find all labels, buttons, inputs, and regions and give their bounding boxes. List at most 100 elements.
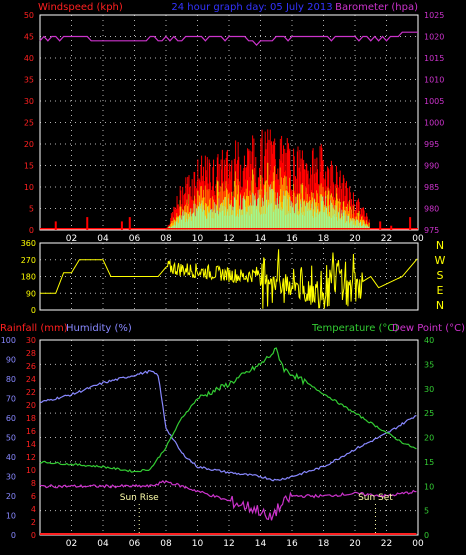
rainfall-label: Rainfall (mm) xyxy=(0,323,68,334)
time-tick-label: 16 xyxy=(286,234,298,244)
time-tick-label: 22 xyxy=(381,539,392,549)
barometer-tick-label: 975 xyxy=(424,226,439,235)
barometer-tick-label: 995 xyxy=(424,140,439,149)
rainfall-tick-label: 6 xyxy=(31,492,36,501)
windspeed-tick-label: 50 xyxy=(24,11,34,20)
temperature-line xyxy=(39,347,417,473)
time-tick-label: 06 xyxy=(129,539,141,549)
windspeed-tick-label: 30 xyxy=(24,97,34,106)
temperature-tick-label: 10 xyxy=(424,482,434,491)
windspeed-tick-label: 15 xyxy=(24,162,34,171)
time-tick-label: 20 xyxy=(349,539,361,549)
barometer-tick-label: 1010 xyxy=(424,76,444,85)
humidity-tick-label: 70 xyxy=(6,395,16,404)
barometer-tick-label: 1005 xyxy=(424,97,444,106)
rainfall-tick-label: 16 xyxy=(26,427,36,436)
humidity-tick-label: 20 xyxy=(6,492,16,501)
time-tick-label: 04 xyxy=(97,234,109,244)
rainfall-tick-label: 0 xyxy=(31,531,36,540)
compass-w: W xyxy=(435,254,446,267)
compass-labels: N W S E N xyxy=(435,239,446,312)
rainfall-tick-label: 26 xyxy=(26,362,36,371)
humidity-label: Humidity (%) xyxy=(66,323,132,334)
humidity-tick-label: 50 xyxy=(6,434,16,443)
windspeed-tick-label: 20 xyxy=(24,140,34,149)
direction-tick-label: 270 xyxy=(21,256,36,265)
time-tick-label: 08 xyxy=(160,234,172,244)
wind-series xyxy=(39,31,418,230)
windspeed-tick-label: 0 xyxy=(29,226,34,235)
time-tick-label: 22 xyxy=(381,234,392,244)
rainfall-tick-label: 28 xyxy=(26,349,36,358)
barometer-tick-label: 1020 xyxy=(424,33,444,42)
sun-set-label: Sun Set xyxy=(358,493,393,503)
barometer-tick-label: 1025 xyxy=(424,11,444,20)
rainfall-tick-label: 18 xyxy=(26,414,36,423)
dew-point-line xyxy=(39,479,417,521)
barometer-axis-title: Barometer (hpa) xyxy=(335,2,418,13)
windspeed-tick-label: 35 xyxy=(24,76,34,85)
humidity-tick-label: 80 xyxy=(6,375,16,384)
windspeed-axis-title: Windspeed (kph) xyxy=(38,2,123,13)
rainfall-tick-label: 24 xyxy=(26,375,36,384)
temperature-tick-label: 15 xyxy=(424,458,434,467)
rainfall-tick-label: 12 xyxy=(26,453,36,462)
compass-e: E xyxy=(437,284,444,297)
barometer-tick-label: 1015 xyxy=(424,54,444,63)
windspeed-tick-label: 5 xyxy=(29,205,34,214)
direction-tick-label: 0 xyxy=(31,306,36,315)
time-tick-label: 16 xyxy=(286,539,298,549)
time-tick-label: 00 xyxy=(412,539,424,549)
time-tick-label: 10 xyxy=(192,539,204,549)
temperature-tick-label: 20 xyxy=(424,434,434,443)
time-tick-label: 18 xyxy=(318,539,330,549)
temperature-tick-label: 40 xyxy=(424,336,434,345)
temperature-tick-label: 5 xyxy=(424,507,429,516)
temperature-tick-label: 35 xyxy=(424,360,434,369)
direction-tick-label: 360 xyxy=(21,239,36,248)
time-tick-label: 12 xyxy=(223,539,234,549)
windspeed-tick-label: 40 xyxy=(24,54,34,63)
time-tick-label: 10 xyxy=(192,234,204,244)
direction-series xyxy=(40,249,418,309)
barometer-tick-label: 1000 xyxy=(424,119,444,128)
chart-date-title: 24 hour graph day: 05 July 2013 xyxy=(171,2,332,13)
time-tick-label: 12 xyxy=(223,234,234,244)
temperature-series xyxy=(39,347,417,535)
barometer-tick-label: 980 xyxy=(424,205,439,214)
rainfall-tick-label: 8 xyxy=(31,479,36,488)
dew-point-label: Dew Point (°C) xyxy=(392,323,465,334)
humidity-tick-label: 40 xyxy=(6,453,16,462)
rainfall-tick-label: 4 xyxy=(31,505,36,514)
rainfall-tick-label: 2 xyxy=(31,518,36,527)
temperature-tick-label: 30 xyxy=(424,385,434,394)
compass-n-top: N xyxy=(436,239,444,252)
humidity-tick-label: 0 xyxy=(11,531,16,540)
sun-markers: Sun Rise Sun Set xyxy=(120,493,393,535)
barometer-line xyxy=(39,31,418,46)
time-tick-label: 18 xyxy=(318,234,330,244)
humidity-tick-label: 60 xyxy=(6,414,16,423)
barometer-tick-label: 985 xyxy=(424,183,439,192)
rainfall-tick-label: 30 xyxy=(26,336,36,345)
humidity-line xyxy=(39,369,417,482)
barometer-tick-label: 990 xyxy=(424,162,439,171)
time-tick-label: 14 xyxy=(255,234,267,244)
time-tick-label: 06 xyxy=(129,234,141,244)
temperature-label: Temperature (°C) xyxy=(311,323,398,334)
humidity-tick-label: 100 xyxy=(1,336,16,345)
rainfall-tick-label: 14 xyxy=(26,440,36,449)
sun-rise-label: Sun Rise xyxy=(120,493,159,503)
time-tick-label: 20 xyxy=(349,234,361,244)
temperature-tick-label: 0 xyxy=(424,531,429,540)
rainfall-tick-label: 22 xyxy=(26,388,36,397)
rainfall-tick-label: 10 xyxy=(26,466,36,475)
windspeed-tick-label: 45 xyxy=(24,33,34,42)
time-tick-label: 08 xyxy=(160,539,172,549)
direction-tick-label: 90 xyxy=(26,289,36,298)
humidity-tick-label: 30 xyxy=(6,473,16,482)
time-tick-label: 02 xyxy=(66,539,77,549)
time-tick-label: 00 xyxy=(412,234,424,244)
